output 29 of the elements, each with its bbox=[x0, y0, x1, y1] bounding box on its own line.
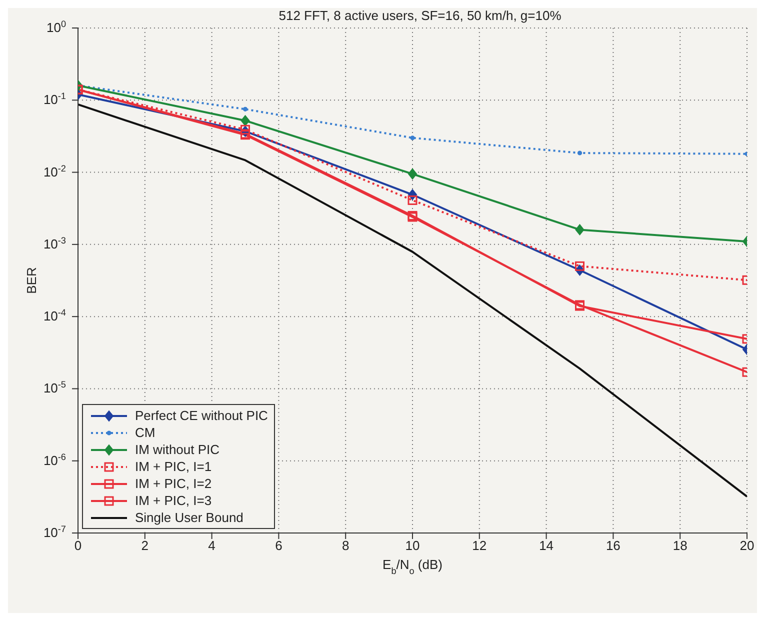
legend-label: CM bbox=[135, 424, 156, 441]
y-tick-label: 10$^{-7}$ bbox=[43, 524, 66, 540]
y-axis-title: BER bbox=[24, 267, 39, 294]
legend-label: IM + PIC, I=3 bbox=[135, 492, 212, 509]
x-tick-label: 20 bbox=[740, 538, 754, 554]
x-tick-label: 8 bbox=[342, 538, 350, 554]
legend-label: IM + PIC, I=2 bbox=[135, 475, 212, 492]
x-tick-label: 4 bbox=[208, 538, 216, 554]
y-tick-label: 10$^{-5}$ bbox=[43, 380, 66, 396]
legend-label: IM + PIC, I=1 bbox=[135, 458, 212, 475]
y-tick-label: 10$^{-4}$ bbox=[43, 308, 66, 324]
y-tick-label: 10$^{-2}$ bbox=[43, 163, 66, 180]
x-tick-label: 16 bbox=[606, 538, 620, 554]
legend-label: Perfect CE without PIC bbox=[135, 407, 268, 424]
legend-label: IM without PIC bbox=[135, 441, 220, 458]
x-axis-title: E$_{b}$/N$_{o}$ (dB) bbox=[382, 557, 442, 576]
x-tick-label: 10 bbox=[405, 538, 420, 554]
legend-label: Single User Bound bbox=[135, 509, 244, 526]
chart-title: 512 FFT, 8 active users, SF=16, 50 km/h, g=10% bbox=[278, 8, 562, 23]
y-tick-label: 10$^{0}$ bbox=[46, 19, 66, 35]
x-tick-label: 14 bbox=[539, 538, 554, 554]
y-tick-label: 10$^{-3}$ bbox=[43, 235, 66, 252]
x-tick-label: 2 bbox=[141, 538, 149, 554]
x-tick-label: 18 bbox=[672, 538, 688, 554]
x-tick-label: 6 bbox=[275, 538, 282, 554]
x-tick-label: 12 bbox=[472, 538, 487, 554]
y-tick-label: 10$^{-1}$ bbox=[43, 91, 66, 108]
x-tick-label: 0 bbox=[74, 538, 82, 554]
y-tick-label: 10$^{-6}$ bbox=[43, 452, 66, 468]
